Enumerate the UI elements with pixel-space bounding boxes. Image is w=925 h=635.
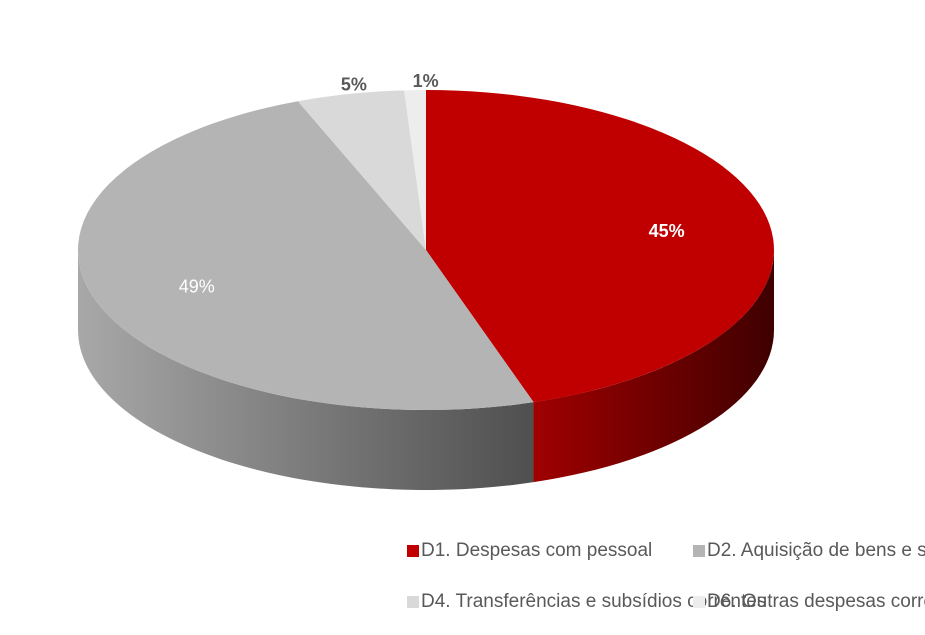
legend: D1. Despesas com pessoal D2. Aquisição de… <box>407 540 925 612</box>
legend-swatch <box>407 545 419 557</box>
pie-side <box>533 250 774 483</box>
legend-label: D2. Aquisição de bens e serviços <box>707 540 925 561</box>
data-label: 1% <box>413 71 439 91</box>
legend-swatch <box>407 596 419 608</box>
legend-label: D1. Despesas com pessoal <box>421 540 652 561</box>
pie-side <box>78 250 534 490</box>
legend-swatch <box>693 545 705 557</box>
data-label: 49% <box>179 277 215 297</box>
legend-label: D6. Outras despesas correntes <box>707 591 925 612</box>
data-label: 5% <box>341 75 367 95</box>
pie-slice <box>78 101 534 410</box>
pie-slice <box>426 90 774 403</box>
legend-swatch <box>693 596 705 608</box>
pie: 45% 49% 5% 1% <box>78 71 774 490</box>
data-label: 45% <box>649 221 685 241</box>
legend-label: D4. Transferências e subsídios correntes <box>421 591 766 612</box>
pie-slice <box>404 90 426 250</box>
pie-slice <box>297 90 426 250</box>
